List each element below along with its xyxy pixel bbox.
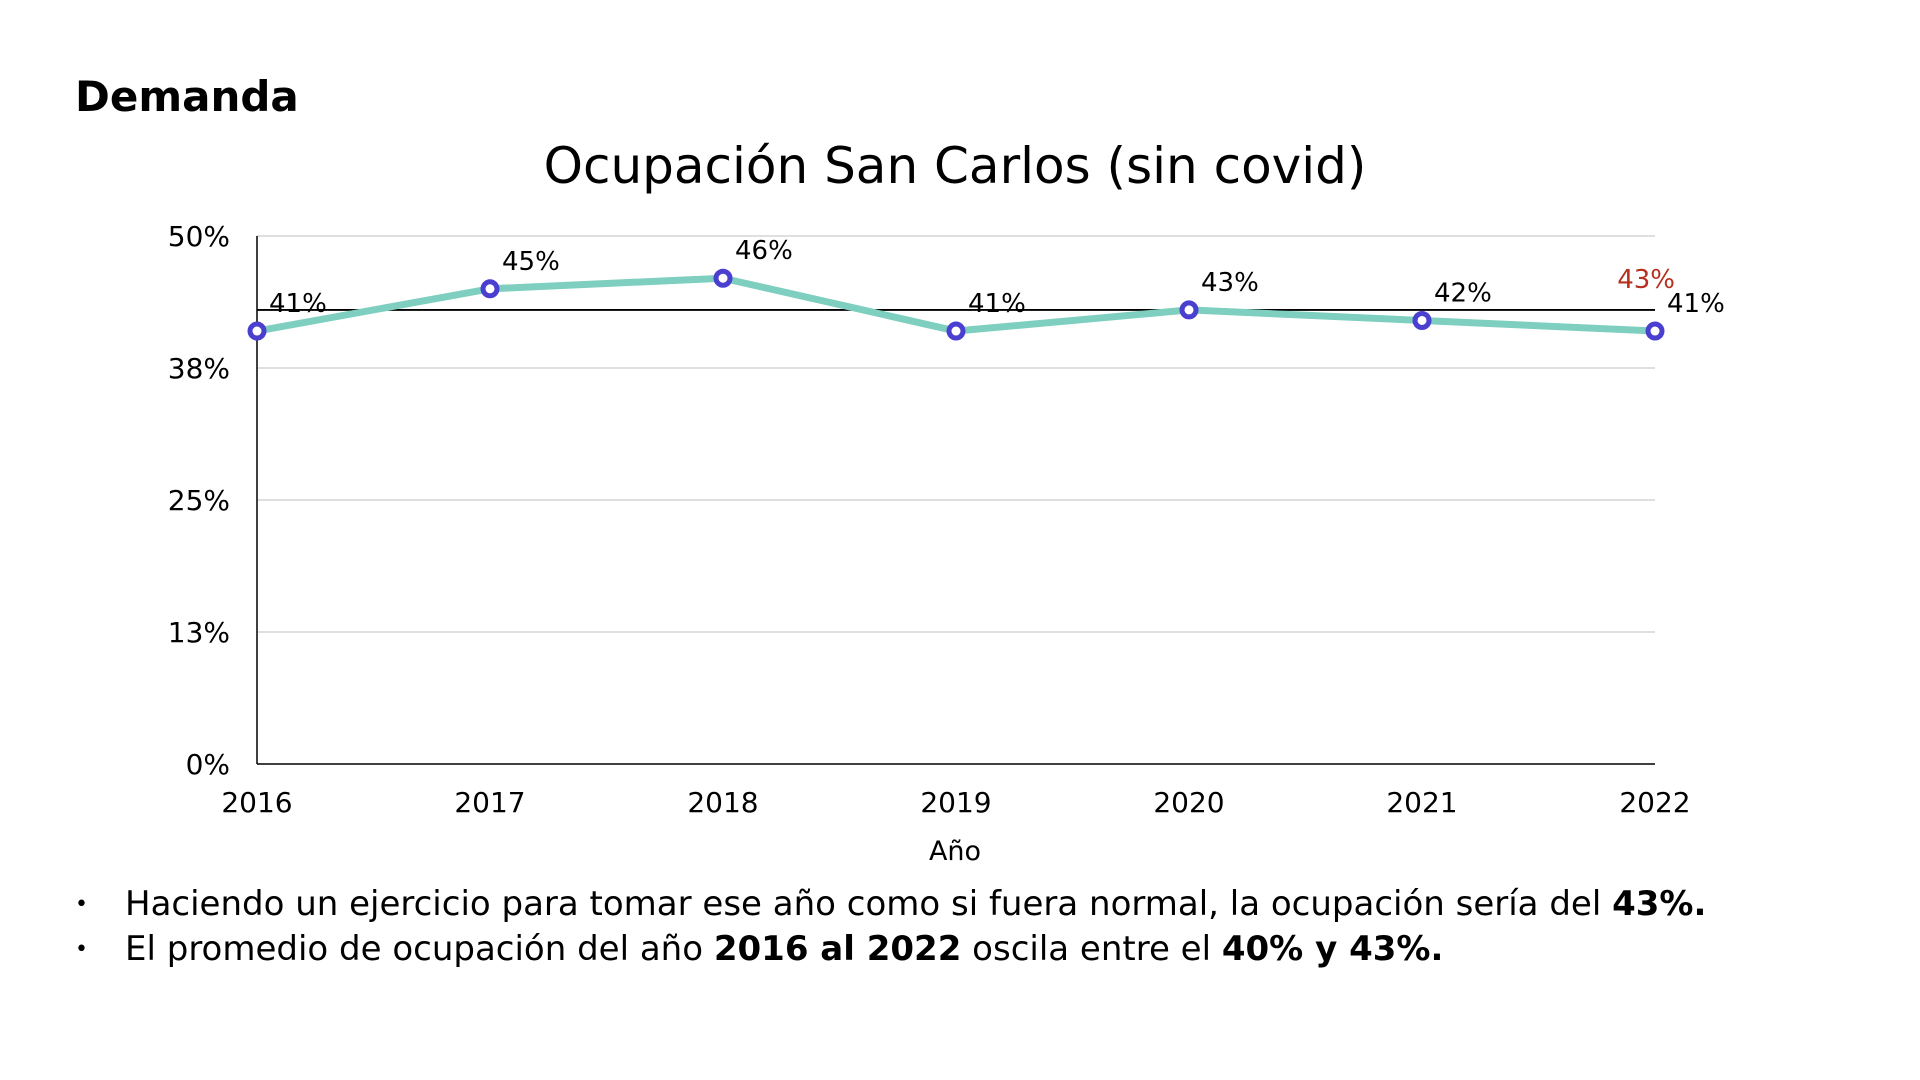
slide-heading: Demanda <box>75 72 299 121</box>
note-text: 2016 al 2022 <box>713 929 962 969</box>
data-point-marker <box>1645 321 1665 341</box>
data-label: 41% <box>968 289 1026 319</box>
x-tick-label: 2020 <box>1153 786 1224 819</box>
average-reference-label: 43% <box>1617 265 1675 295</box>
data-label: 45% <box>502 247 560 277</box>
chart-title: Ocupación San Carlos (sin covid) <box>544 137 1367 195</box>
bullet-icon: • <box>75 892 88 917</box>
y-tick-label: 50% <box>168 220 230 253</box>
x-tick-label: 2016 <box>221 786 292 819</box>
y-tick-label: 25% <box>168 484 230 517</box>
data-label: 43% <box>1201 268 1259 298</box>
note-text: 43%. <box>1612 884 1707 924</box>
data-label: 41% <box>1667 289 1725 319</box>
data-label: 41% <box>269 289 327 319</box>
y-tick-label: 13% <box>168 616 230 649</box>
note-text: oscila entre el <box>961 929 1222 969</box>
note-text: Haciendo un ejercicio para tomar ese año… <box>125 884 1613 924</box>
x-tick-label: 2018 <box>687 786 758 819</box>
data-point-marker <box>247 321 267 341</box>
bullet-icon: • <box>75 937 88 962</box>
note-item: • El promedio de ocupación del año 2016 a… <box>75 927 1706 972</box>
x-axis-label: Año <box>929 836 981 867</box>
data-label: 42% <box>1434 278 1492 308</box>
occupancy-line-chart: Ocupación San Carlos (sin covid) 0% 13% 25… <box>168 137 1725 867</box>
note-text: 40% y 43%. <box>1221 929 1444 969</box>
data-point-marker <box>480 279 500 299</box>
data-point-marker <box>1179 300 1199 320</box>
data-point-marker <box>946 321 966 341</box>
data-label: 46% <box>735 236 793 266</box>
y-tick-label: 38% <box>168 352 230 385</box>
data-point-marker <box>1412 310 1432 330</box>
x-tick-label: 2021 <box>1386 786 1457 819</box>
note-item: • Haciendo un ejercicio para tomar ese añ… <box>75 882 1706 927</box>
x-tick-label: 2022 <box>1619 786 1690 819</box>
y-tick-label: 0% <box>186 748 230 781</box>
note-text: El promedio de ocupación del año <box>125 929 714 969</box>
x-tick-label: 2019 <box>920 786 991 819</box>
notes-list: • Haciendo un ejercicio para tomar ese añ… <box>75 882 1706 972</box>
data-point-marker <box>713 268 733 288</box>
x-tick-label: 2017 <box>454 786 525 819</box>
